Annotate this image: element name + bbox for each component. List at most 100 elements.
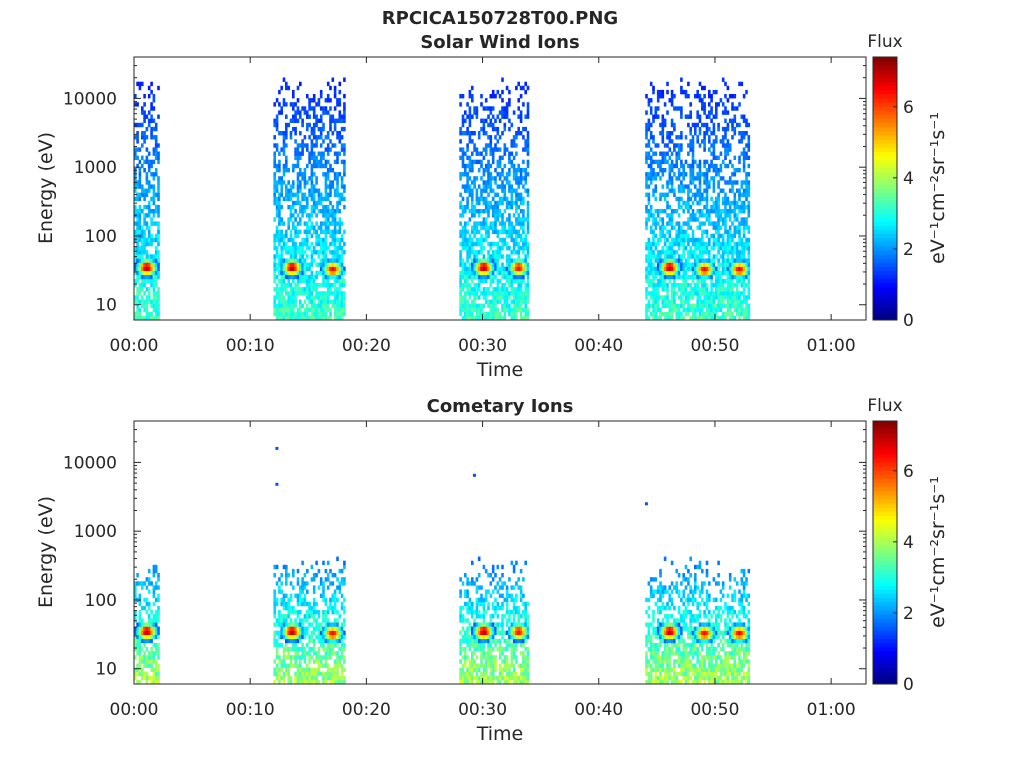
heatmap-cell xyxy=(668,241,672,247)
heatmap-cell xyxy=(294,610,297,615)
heatmap-cell xyxy=(673,122,676,128)
heatmap-cell xyxy=(150,163,153,169)
heatmap-cell xyxy=(287,307,290,313)
heatmap-cell xyxy=(719,209,723,214)
heatmap-cell xyxy=(324,172,328,177)
heatmap-cell xyxy=(708,303,711,308)
heatmap-cell xyxy=(289,270,293,276)
heatmap-cell xyxy=(517,266,520,271)
heatmap-cell xyxy=(512,246,516,251)
heatmap-cell xyxy=(703,250,706,255)
heatmap-cell xyxy=(480,250,483,255)
heatmap-cell xyxy=(336,663,339,668)
heatmap-cell xyxy=(524,126,527,132)
heatmap-cell xyxy=(510,287,514,292)
heatmap-cell xyxy=(333,122,337,128)
colorbar-step xyxy=(873,110,897,115)
heatmap-cell xyxy=(278,163,281,169)
heatmap-cell xyxy=(147,311,151,317)
heatmap-cell xyxy=(740,131,744,136)
heatmap-cell xyxy=(315,221,318,226)
heatmap-cell xyxy=(705,241,709,247)
heatmap-cell xyxy=(299,671,302,677)
heatmap-cell xyxy=(735,200,739,206)
heatmap-cell xyxy=(501,246,504,251)
heatmap-cell xyxy=(519,278,523,284)
heatmap-cell xyxy=(684,114,688,119)
heatmap-cell xyxy=(494,266,497,271)
heatmap-cell xyxy=(717,126,720,132)
heatmap-cell xyxy=(498,266,502,271)
heatmap-cell xyxy=(501,262,504,267)
heatmap-cell xyxy=(299,597,302,603)
heatmap-cell xyxy=(301,315,304,321)
heatmap-cell xyxy=(154,135,158,140)
colorbar-step xyxy=(873,287,897,292)
heatmap-cell xyxy=(691,200,695,206)
heatmap-cell xyxy=(301,204,304,210)
heatmap-cell xyxy=(315,283,318,288)
heatmap-cell xyxy=(482,311,486,317)
heatmap-cell xyxy=(329,651,332,656)
heatmap-cell xyxy=(517,241,520,247)
heatmap-cell xyxy=(721,143,725,148)
heatmap-cell xyxy=(680,114,683,119)
heatmap-cell xyxy=(740,114,744,119)
heatmap-cell xyxy=(677,184,681,189)
heatmap-cell xyxy=(336,556,339,561)
heatmap-cell xyxy=(742,131,746,136)
heatmap-cell xyxy=(468,250,472,255)
heatmap-cell xyxy=(698,241,702,247)
heatmap-cell xyxy=(324,221,328,226)
heatmap-cell xyxy=(333,671,337,677)
heatmap-cell xyxy=(338,585,342,590)
heatmap-cell xyxy=(136,229,139,234)
heatmap-cell xyxy=(338,135,342,140)
heatmap-cell xyxy=(717,184,720,189)
heatmap-cell xyxy=(687,266,690,271)
heatmap-cell xyxy=(289,184,293,189)
heatmap-cell xyxy=(717,303,720,308)
plot-frame xyxy=(133,56,867,321)
heatmap-cell xyxy=(273,266,276,271)
heatmap-cell xyxy=(317,241,321,247)
heatmap-cell xyxy=(324,98,328,103)
heatmap-cell xyxy=(505,147,509,152)
heatmap-cell xyxy=(735,283,739,288)
heatmap-cell xyxy=(292,200,295,206)
heatmap-cell xyxy=(663,303,667,308)
heatmap-cell xyxy=(150,626,153,631)
heatmap-cell xyxy=(721,291,725,296)
heatmap-cell xyxy=(301,577,304,582)
heatmap-cell xyxy=(684,233,688,239)
x-tick-label: 00:20 xyxy=(342,336,391,356)
heatmap-cell xyxy=(331,131,335,136)
heatmap-cell xyxy=(522,147,525,152)
heatmap-cell xyxy=(698,299,702,304)
heatmap-cell xyxy=(649,262,653,267)
heatmap-cell xyxy=(487,172,490,177)
heatmap-cell xyxy=(508,89,511,95)
heatmap-cell xyxy=(733,303,737,308)
heatmap-cell xyxy=(694,159,697,165)
heatmap-cell xyxy=(645,274,648,280)
heatmap-cell xyxy=(301,618,304,623)
heatmap-cell xyxy=(326,172,330,177)
heatmap-cell xyxy=(329,626,332,631)
heatmap-cell xyxy=(157,241,160,247)
heatmap-cell xyxy=(336,291,339,296)
heatmap-cell xyxy=(461,246,465,251)
heatmap-cell xyxy=(275,118,279,123)
heatmap-cell xyxy=(145,622,149,627)
heatmap-cell xyxy=(705,229,709,234)
heatmap-cell xyxy=(282,659,286,664)
heatmap-cell xyxy=(519,85,523,91)
heatmap-cell xyxy=(136,581,139,586)
heatmap-cell xyxy=(143,110,146,115)
heatmap-cell xyxy=(710,295,713,300)
heatmap-cell xyxy=(312,630,316,635)
heatmap-cell xyxy=(689,291,692,296)
colorbar-step xyxy=(873,172,897,177)
heatmap-cell xyxy=(491,204,495,210)
heatmap-cell xyxy=(294,126,297,132)
